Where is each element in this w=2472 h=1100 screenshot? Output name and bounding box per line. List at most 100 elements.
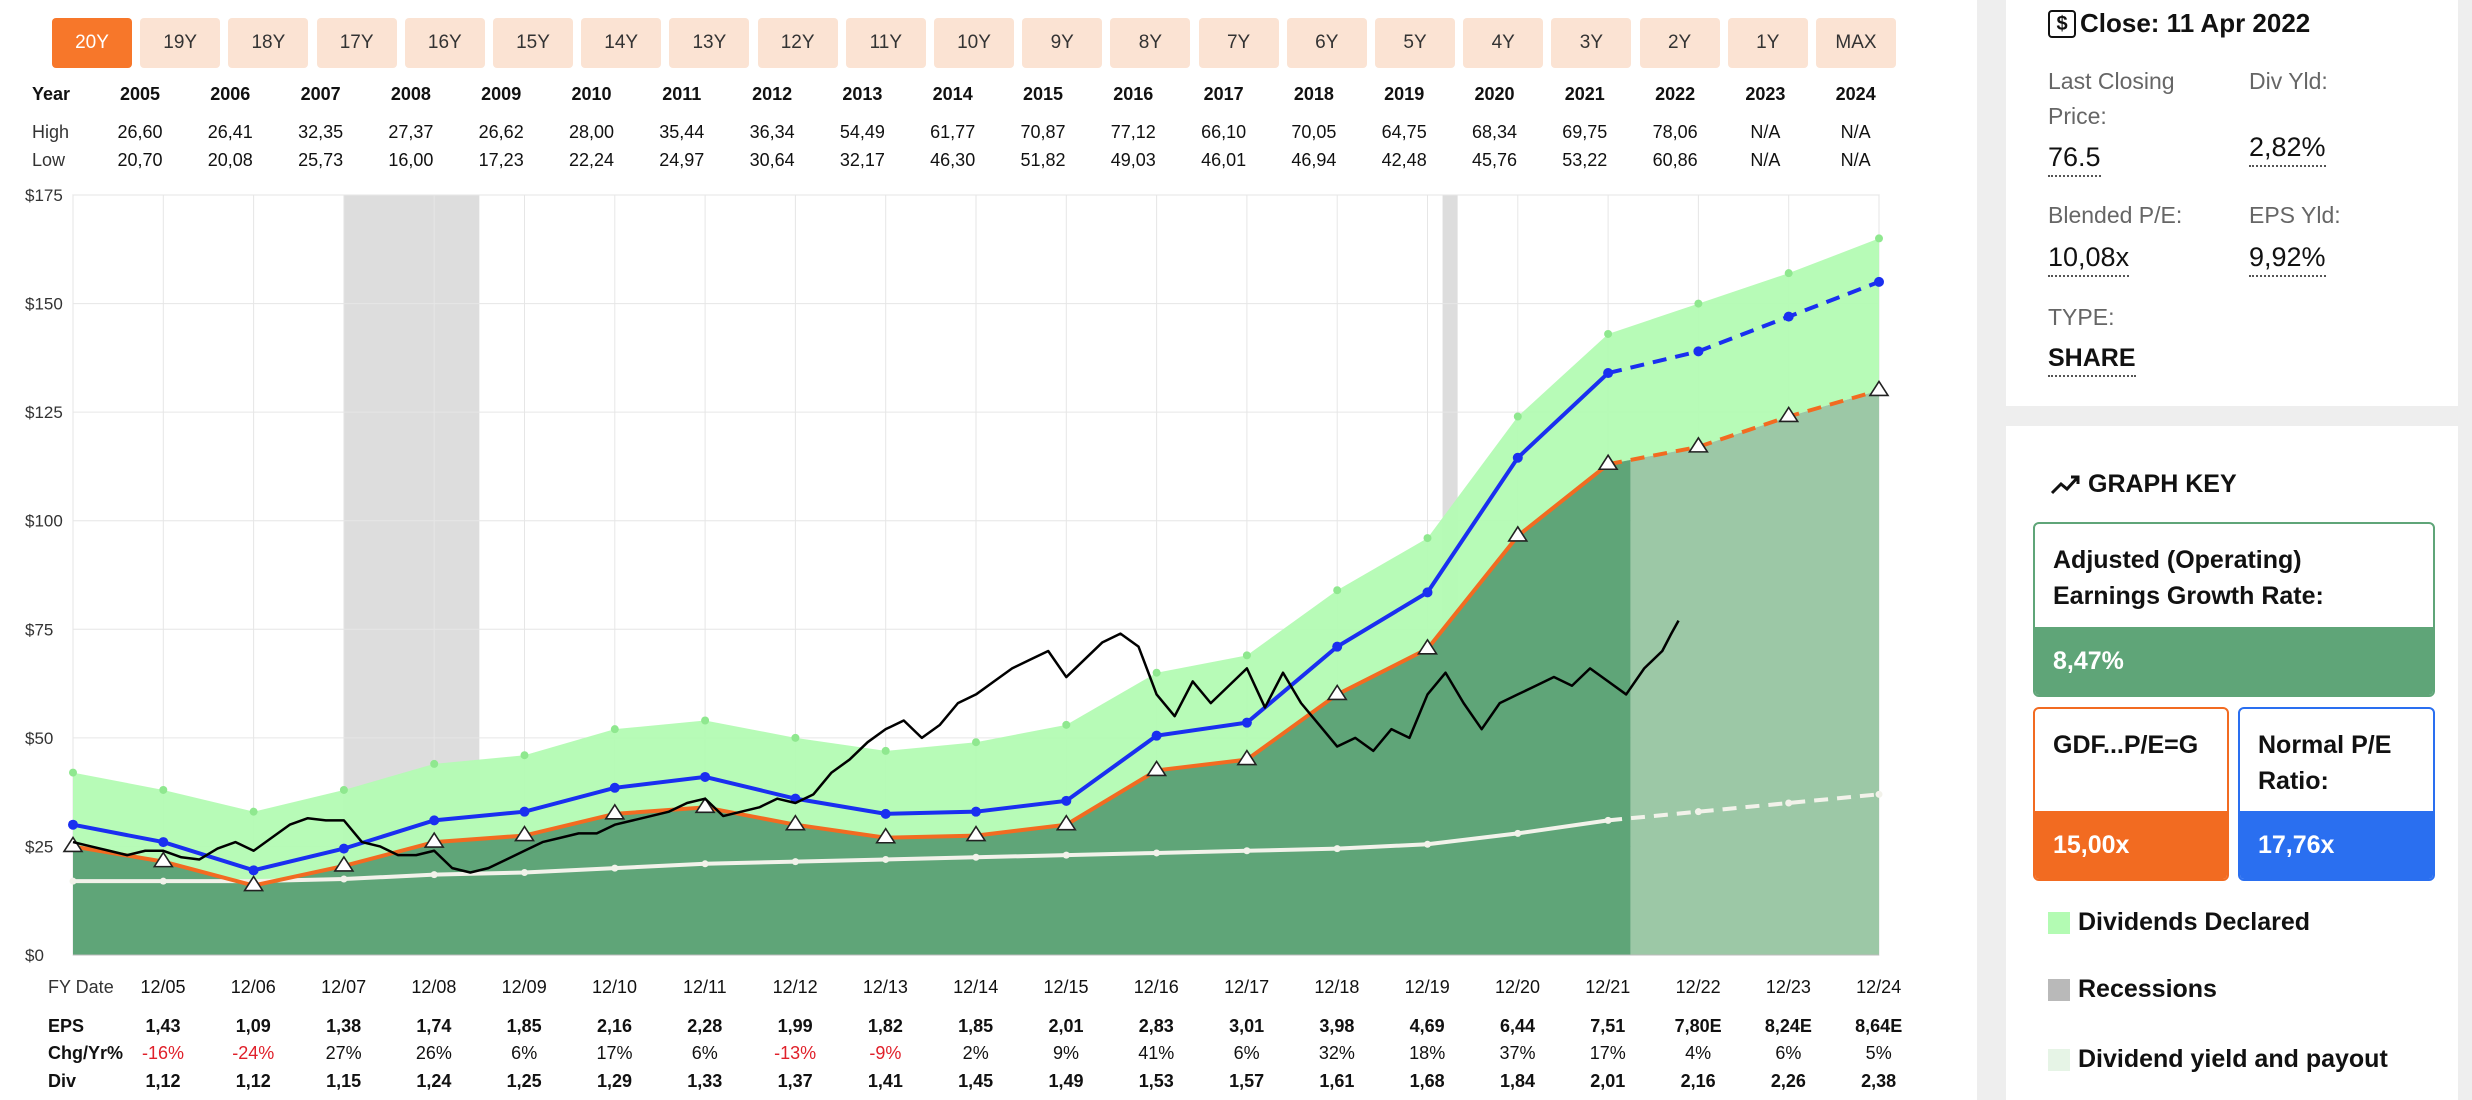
- earnings-marker: [423, 831, 445, 848]
- fy-date-cell: 12/19: [1404, 977, 1450, 997]
- period-button-10y[interactable]: 10Y: [934, 18, 1014, 68]
- year-cell: 2018: [1293, 84, 1334, 104]
- period-button-11y[interactable]: 11Y: [845, 18, 926, 68]
- low-cell: 51,82: [1020, 150, 1066, 170]
- high-cell: N/A: [1840, 122, 1871, 142]
- dividend-point: [1694, 808, 1702, 816]
- y-tick-label: $125: [25, 403, 63, 422]
- gdf-pe-value: 15,00x: [2035, 811, 2227, 879]
- fy-date-cell: 12/24: [1856, 977, 1902, 997]
- earnings-marker: [1417, 638, 1438, 655]
- period-button-1y[interactable]: 1Y: [1727, 18, 1808, 68]
- div-cell: 1,33: [687, 1071, 723, 1091]
- dividend-point: [882, 855, 890, 863]
- year-cell: 2019: [1384, 84, 1425, 104]
- year-cell: 2020: [1474, 84, 1515, 104]
- high-cell: 27,37: [388, 122, 434, 142]
- div-cell: 1,53: [1138, 1071, 1174, 1091]
- yield-swatch: [2048, 1048, 2070, 1071]
- fy-date-cell: 12/16: [1133, 977, 1179, 997]
- legend-dividends-label: Dividends Declared: [2078, 908, 2311, 936]
- eps-cell: 3,01: [1229, 1016, 1265, 1036]
- period-button-13y[interactable]: 13Y: [669, 18, 750, 68]
- div-cell: 1,68: [1409, 1071, 1445, 1091]
- growth-rate-key: Adjusted (Operating) Earnings Growth Rat…: [2033, 522, 2435, 697]
- dividend-point: [521, 868, 528, 876]
- normal-pe-point: [338, 843, 349, 854]
- chg-cell: 2%: [962, 1043, 989, 1063]
- fy-date-cell: 12/09: [501, 977, 547, 997]
- period-button-max[interactable]: MAX: [1816, 18, 1896, 68]
- period-button-7y[interactable]: 7Y: [1198, 18, 1279, 68]
- chg-cell: 17%: [1589, 1043, 1626, 1063]
- fy-date-cell: 12/06: [230, 977, 276, 997]
- period-button-8y[interactable]: 8Y: [1110, 18, 1191, 68]
- eps-cell: 8,64E: [1855, 1016, 1903, 1036]
- chg-cell: 41%: [1138, 1043, 1175, 1063]
- eps-cell: 1,99: [777, 1016, 813, 1036]
- dividend-point: [1062, 851, 1070, 859]
- earnings-marker: [152, 851, 174, 868]
- legend-dividends: Dividends Declared: [2048, 908, 2310, 937]
- earnings-marker: [1868, 379, 1890, 397]
- low-cell: 42,48: [1381, 150, 1427, 170]
- low-cell: 49,03: [1110, 150, 1156, 170]
- chg-cell: -9%: [869, 1043, 902, 1063]
- growth-rate-title: Adjusted (Operating) Earnings Growth Rat…: [2053, 546, 2324, 610]
- eps-cell: 1,43: [145, 1016, 181, 1036]
- price-line: [72, 619, 1680, 874]
- year-cell: 2009: [481, 84, 522, 104]
- normal-pe-point: [1241, 717, 1252, 728]
- fy-date-cell: 12/18: [1314, 977, 1360, 997]
- period-button-12y[interactable]: 12Y: [757, 18, 838, 68]
- div-cell: 2,01: [1590, 1071, 1626, 1091]
- div-cell: 1,25: [506, 1071, 542, 1091]
- dividend-point: [1424, 840, 1431, 848]
- dividend-band-point: [1062, 720, 1071, 729]
- normal-pe-point: [1332, 641, 1343, 652]
- chg-cell: 6%: [1775, 1043, 1802, 1063]
- period-button-6y[interactable]: 6Y: [1286, 18, 1367, 68]
- fy-date-cell: 12/08: [411, 977, 457, 997]
- fy-date-cell: 12/20: [1494, 977, 1541, 997]
- period-button-9y[interactable]: 9Y: [1022, 18, 1103, 68]
- fy-date-cell: 12/10: [591, 977, 638, 997]
- dividend-band-point: [1242, 651, 1251, 660]
- high-cell: 78,06: [1652, 122, 1698, 142]
- low-cell: 60,86: [1652, 150, 1698, 170]
- period-button-17y[interactable]: 17Y: [316, 18, 397, 68]
- dividend-band-point: [610, 725, 619, 734]
- year-cell: 2008: [390, 84, 431, 104]
- type-value: SHARE: [2048, 344, 2136, 377]
- period-button-14y[interactable]: 14Y: [581, 18, 662, 68]
- normal-pe-point: [1874, 276, 1884, 287]
- period-button-2y[interactable]: 2Y: [1639, 18, 1720, 68]
- div-yld-label: Div Yld:: [2249, 68, 2328, 94]
- close-header: $ Close: 11 Apr 2022: [2048, 8, 2310, 39]
- year-cell: 2005: [119, 84, 161, 104]
- high-cell: 61,77: [930, 122, 976, 142]
- last-closing-value: 76.5: [2048, 142, 2101, 177]
- normal-pe-point: [1061, 795, 1072, 806]
- low-cell: 25,73: [298, 150, 344, 170]
- dividend-point: [972, 853, 980, 861]
- dividend-band-point: [430, 759, 439, 768]
- period-button-19y[interactable]: 19Y: [140, 18, 221, 68]
- period-button-4y[interactable]: 4Y: [1463, 18, 1544, 68]
- period-button-3y[interactable]: 3Y: [1551, 18, 1632, 68]
- period-button-15y[interactable]: 15Y: [493, 18, 573, 68]
- div-cell: 2,16: [1680, 1071, 1716, 1091]
- eps-cell: 1,38: [326, 1016, 362, 1036]
- period-button-16y[interactable]: 16Y: [404, 18, 485, 68]
- period-button-5y[interactable]: 5Y: [1375, 18, 1455, 68]
- dividend-band-point: [1875, 234, 1883, 243]
- normal-pe-point: [1603, 368, 1614, 379]
- dividend-point: [69, 877, 77, 885]
- period-button-18y[interactable]: 18Y: [228, 18, 309, 68]
- period-button-20y[interactable]: 20Y: [52, 18, 132, 68]
- dividend-point: [1875, 790, 1883, 798]
- earnings-marker: [1146, 759, 1168, 777]
- eps-cell: 3,98: [1319, 1016, 1355, 1036]
- fy-date-cell: 12/13: [862, 977, 908, 997]
- normal-pe-value: 17,76x: [2240, 811, 2433, 879]
